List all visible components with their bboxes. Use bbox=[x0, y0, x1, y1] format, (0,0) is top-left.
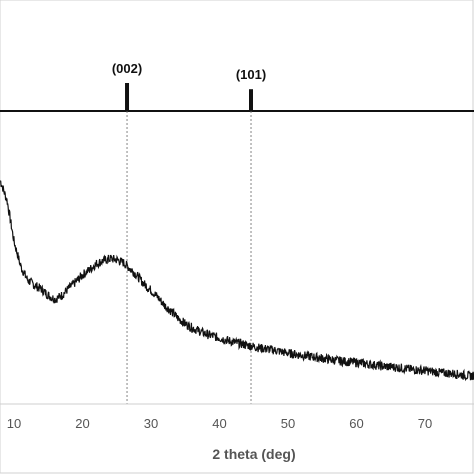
reference-peaks: (002) (101) bbox=[112, 61, 266, 404]
x-axis-title: 2 theta (deg) bbox=[212, 446, 295, 462]
x-tick-label: 50 bbox=[281, 416, 295, 431]
x-tick-label: 40 bbox=[212, 416, 226, 431]
x-tick-label: 60 bbox=[349, 416, 363, 431]
x-tick-label: 20 bbox=[75, 416, 89, 431]
xrd-series-line bbox=[0, 180, 474, 382]
x-tick-label: 10 bbox=[7, 416, 21, 431]
x-tick-label: 30 bbox=[144, 416, 158, 431]
x-tick-label: 70 bbox=[418, 416, 432, 431]
peak-label: (101) bbox=[236, 67, 266, 82]
peak-label: (002) bbox=[112, 61, 142, 76]
x-tick-labels: 102030405060708 bbox=[7, 416, 432, 431]
